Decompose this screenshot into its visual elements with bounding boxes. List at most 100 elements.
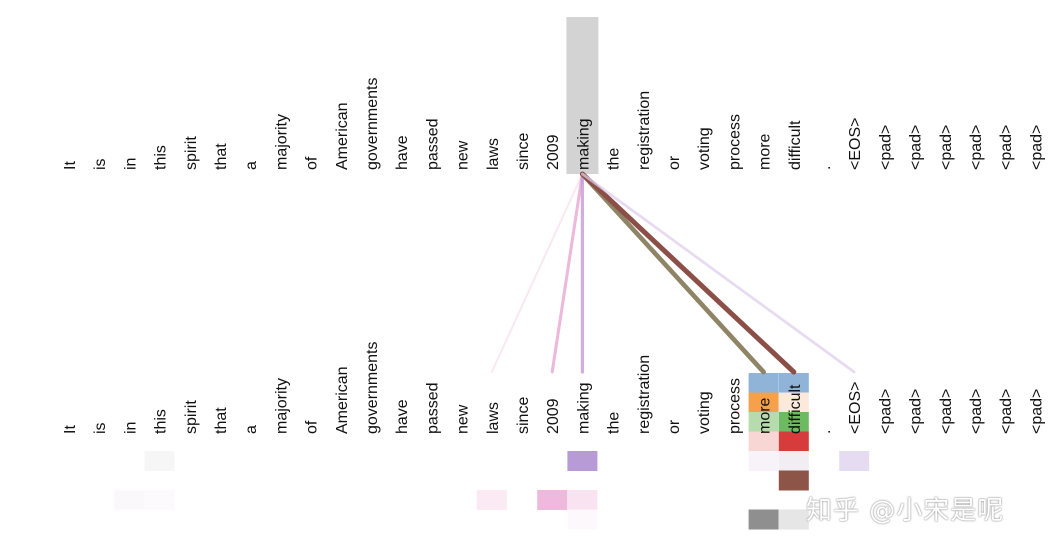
- attention-link: [490, 172, 584, 374]
- top-token[interactable]: <pad>: [938, 125, 955, 170]
- bottom-token[interactable]: .: [817, 430, 834, 434]
- bottom-token[interactable]: more: [757, 397, 774, 434]
- top-token[interactable]: of: [304, 156, 321, 170]
- top-token[interactable]: spirit: [183, 136, 200, 170]
- top-token[interactable]: the: [606, 148, 623, 170]
- bottom-token[interactable]: laws: [485, 402, 502, 434]
- bottom-token[interactable]: <pad>: [908, 389, 925, 434]
- top-token[interactable]: this: [153, 145, 170, 170]
- bottom-token[interactable]: registration: [636, 355, 653, 434]
- heat-cell: [748, 509, 779, 530]
- heat-cell: [778, 431, 809, 452]
- bottom-token[interactable]: majority: [273, 378, 290, 434]
- top-token[interactable]: <pad>: [968, 125, 985, 170]
- bottom-token[interactable]: difficult: [787, 384, 804, 434]
- bottom-token[interactable]: <pad>: [968, 389, 985, 434]
- top-token[interactable]: making: [575, 118, 592, 170]
- heat-cell: [778, 509, 809, 530]
- bottom-token[interactable]: a: [243, 425, 260, 434]
- bottom-token[interactable]: <pad>: [877, 389, 894, 434]
- heat-cell: [144, 451, 175, 471]
- top-token[interactable]: have: [394, 135, 411, 170]
- attention-links: [490, 171, 856, 375]
- heat-cell: [748, 451, 779, 471]
- top-token[interactable]: It: [62, 161, 79, 170]
- bottom-token[interactable]: that: [213, 407, 230, 434]
- attention-link: [550, 172, 584, 374]
- heat-cell: [748, 431, 779, 452]
- bottom-token[interactable]: the: [606, 412, 623, 434]
- heat-cell: [537, 490, 568, 510]
- attention-link: [581, 172, 856, 374]
- bottom-token[interactable]: this: [153, 409, 170, 434]
- heat-cell: [778, 392, 809, 413]
- bottom-token[interactable]: of: [304, 420, 321, 434]
- heat-cell: [778, 451, 809, 471]
- top-token[interactable]: passed: [424, 118, 441, 170]
- heat-cell: [476, 490, 507, 510]
- selected-token-highlight: [566, 17, 599, 174]
- top-token[interactable]: 2009: [545, 134, 562, 170]
- attention-link: [579, 171, 797, 375]
- bottom-token-row: It is in this spirit that a majority of American g…: [62, 342, 1045, 435]
- bottom-token[interactable]: <pad>: [1028, 389, 1045, 434]
- bottom-token[interactable]: passed: [424, 382, 441, 434]
- heat-cell: [144, 490, 175, 510]
- bottom-token[interactable]: American: [334, 366, 351, 434]
- heat-cell: [748, 412, 779, 432]
- top-token-row: It is in this spirit that a majority of American g…: [62, 78, 1045, 171]
- heat-cell: [567, 509, 598, 530]
- bottom-token[interactable]: It: [62, 425, 79, 434]
- top-token[interactable]: <pad>: [998, 125, 1015, 170]
- top-token[interactable]: more: [757, 133, 774, 170]
- top-token[interactable]: voting: [696, 127, 713, 170]
- top-token[interactable]: <EOS>: [847, 118, 864, 170]
- top-token[interactable]: governments: [364, 78, 381, 171]
- top-token[interactable]: a: [243, 161, 260, 170]
- heat-cell: [748, 392, 779, 413]
- top-token[interactable]: American: [334, 102, 351, 170]
- heat-cell: [114, 490, 145, 510]
- bottom-token[interactable]: governments: [364, 342, 381, 435]
- watermark: 知乎 @小宋是呢: [806, 496, 1005, 526]
- bottom-token[interactable]: <pad>: [998, 389, 1015, 434]
- heat-cell: [778, 470, 809, 491]
- top-token[interactable]: is: [92, 158, 109, 170]
- top-token[interactable]: majority: [273, 114, 290, 170]
- bottom-token[interactable]: voting: [696, 391, 713, 434]
- top-token[interactable]: since: [515, 133, 532, 170]
- bottom-token[interactable]: <EOS>: [847, 382, 864, 434]
- bottom-token[interactable]: is: [92, 422, 109, 434]
- heat-cell: [778, 412, 809, 432]
- bottom-token[interactable]: spirit: [183, 400, 200, 434]
- top-token[interactable]: that: [213, 143, 230, 170]
- heat-cell: [839, 451, 870, 471]
- top-token[interactable]: .: [817, 166, 834, 170]
- top-token[interactable]: laws: [485, 138, 502, 170]
- top-token[interactable]: or: [666, 155, 683, 170]
- bottom-token[interactable]: in: [122, 422, 139, 434]
- top-token[interactable]: new: [455, 140, 472, 170]
- top-token[interactable]: difficult: [787, 120, 804, 170]
- selected-token-box: [566, 17, 599, 174]
- attention-heat-cells: [114, 373, 870, 530]
- bottom-token[interactable]: new: [455, 404, 472, 434]
- bottom-token[interactable]: process: [726, 378, 743, 434]
- bottom-token[interactable]: 2009: [545, 398, 562, 434]
- bottom-token[interactable]: making: [575, 382, 592, 434]
- heat-cell: [778, 373, 809, 393]
- top-token[interactable]: <pad>: [908, 125, 925, 170]
- attention-link: [580, 171, 766, 375]
- top-token[interactable]: <pad>: [1028, 125, 1045, 170]
- bottom-token[interactable]: <pad>: [938, 389, 955, 434]
- top-token[interactable]: registration: [636, 91, 653, 170]
- bottom-token[interactable]: have: [394, 399, 411, 434]
- top-token[interactable]: process: [726, 114, 743, 170]
- heat-cell: [567, 451, 598, 471]
- bottom-token[interactable]: or: [666, 419, 683, 434]
- top-token[interactable]: <pad>: [877, 125, 894, 170]
- bottom-token[interactable]: since: [515, 397, 532, 434]
- heat-cell: [567, 490, 598, 510]
- top-token[interactable]: in: [122, 158, 139, 170]
